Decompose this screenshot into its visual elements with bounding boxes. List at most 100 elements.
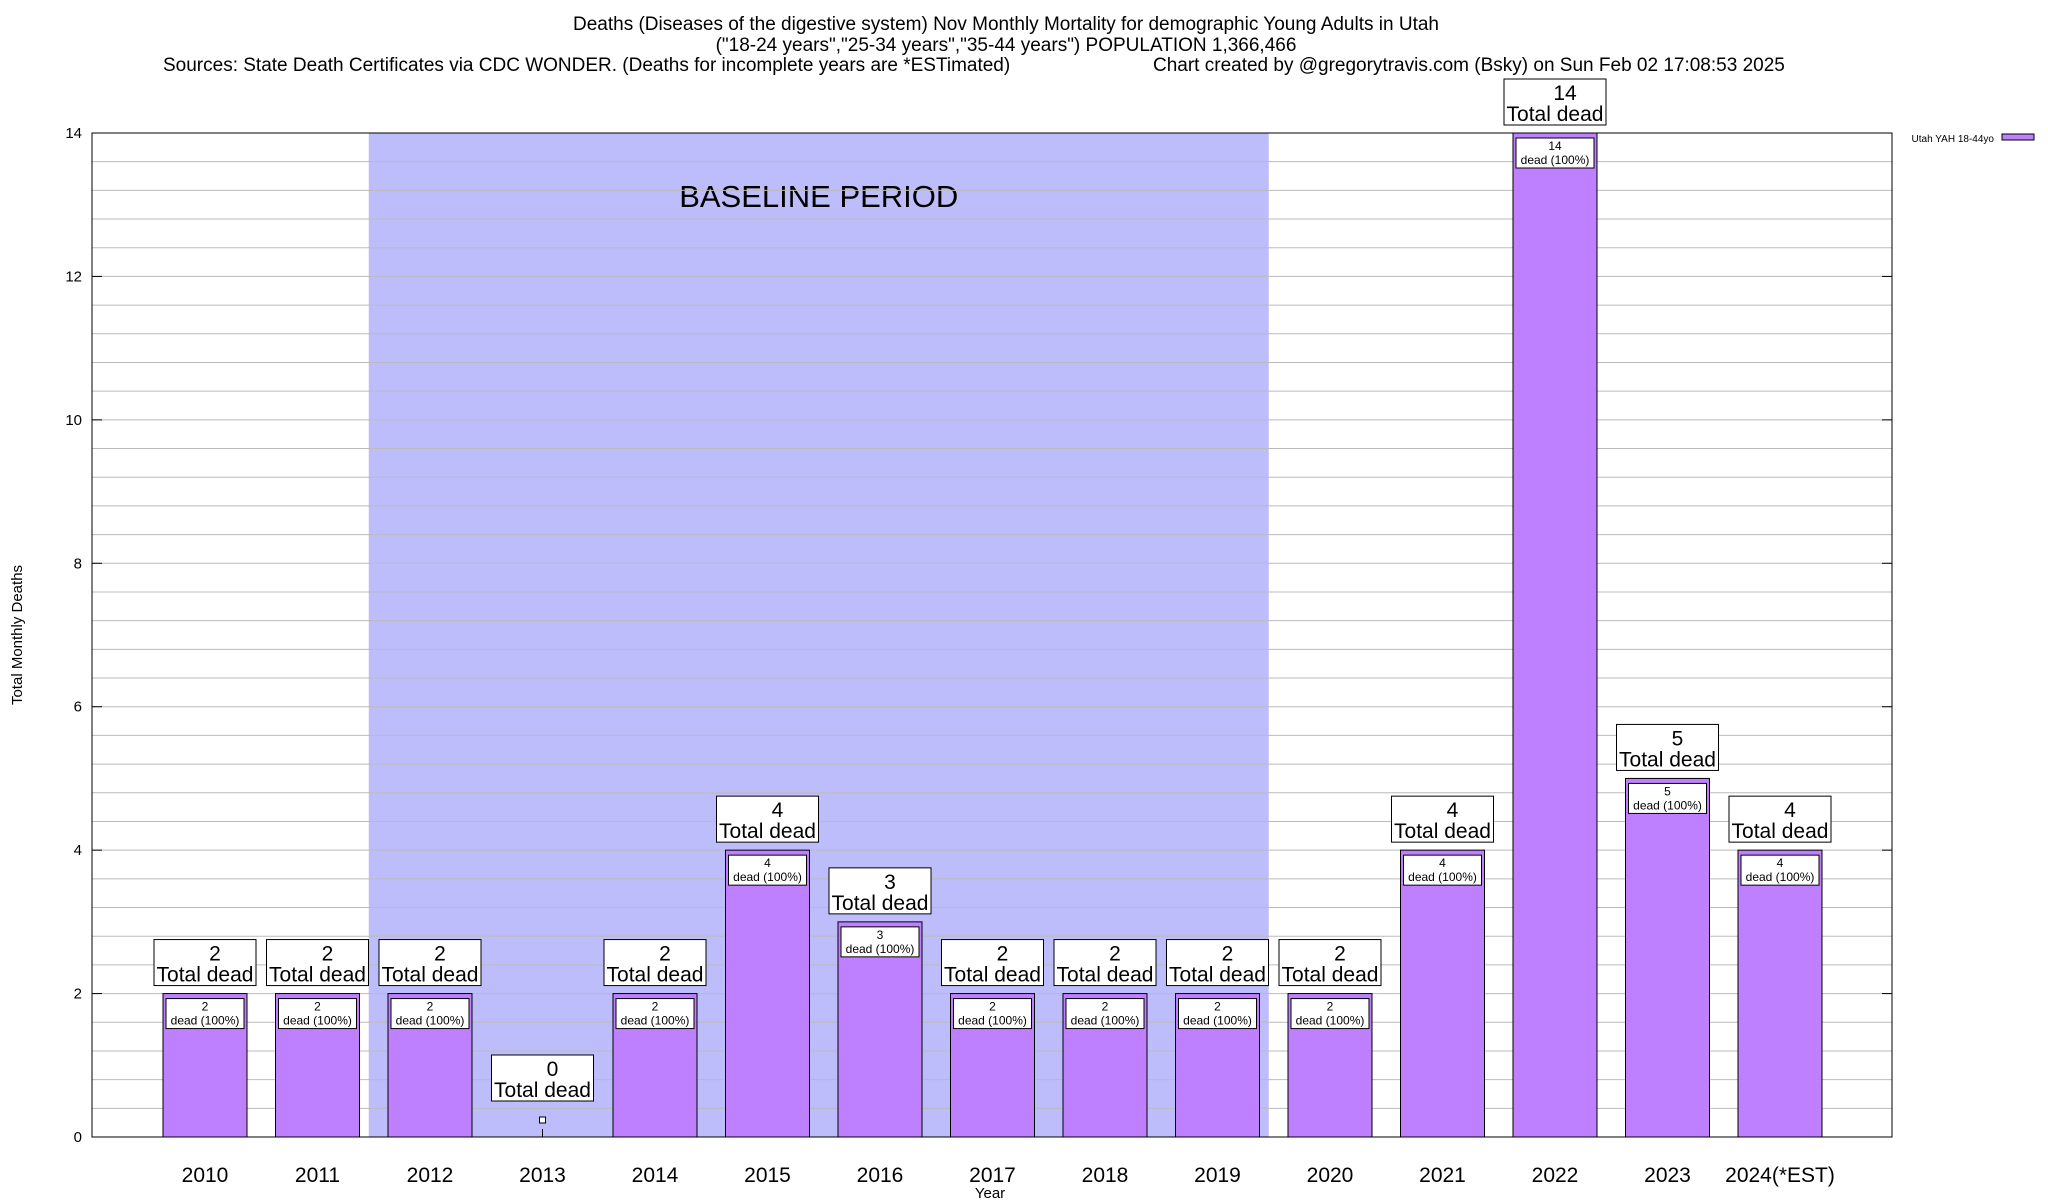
bar-value-label: 2 <box>997 943 1009 966</box>
x-tick-label: 2016 <box>857 1164 904 1187</box>
bar-inner-value: 2 <box>427 1000 434 1014</box>
bar-top-label-box <box>1278 939 1382 987</box>
bar-value-label: 5 <box>1672 727 1684 750</box>
bar-total-label: Total dead <box>1057 964 1154 987</box>
bar-inner-value: 4 <box>1439 856 1446 870</box>
bar-inner-label-box <box>1628 782 1707 814</box>
x-tick-label: 2014 <box>632 1164 679 1187</box>
bar-inner-value: 2 <box>989 1000 996 1014</box>
bar-value-label: 2 <box>1334 943 1346 966</box>
bar-inner-label: dead (100%) <box>846 942 915 956</box>
x-tick-label: 2017 <box>969 1164 1016 1187</box>
x-tick-label: 2023 <box>1644 1164 1691 1187</box>
bar-inner-label-box <box>840 926 920 958</box>
bar-value-label: 2 <box>209 943 221 966</box>
bar-value-label: 2 <box>434 943 446 966</box>
bar-value-label: 2 <box>1222 943 1234 966</box>
x-tick-label: 2013 <box>519 1164 566 1187</box>
bar-inner-label: dead (100%) <box>1408 870 1477 884</box>
bar-inner-label: dead (100%) <box>1746 870 1815 884</box>
bar-inner-label: dead (100%) <box>621 1014 690 1028</box>
bar-top-label-box <box>378 939 482 987</box>
bar-inner-label: dead (100%) <box>1521 153 1590 167</box>
bar-value-label: 0 <box>547 1058 559 1081</box>
bar-top-label-box <box>1391 795 1494 843</box>
bar-top-label-box <box>153 939 257 987</box>
bar-inner-value: 2 <box>314 1000 321 1014</box>
bar-total-label: Total dead <box>1169 964 1266 987</box>
bar-total-label: Total dead <box>269 964 366 987</box>
x-tick-label: 2011 <box>295 1164 340 1187</box>
bar-inner-label-box <box>165 998 245 1030</box>
bar-top-label-box <box>603 939 707 987</box>
bar-inner-value: 2 <box>1102 1000 1109 1014</box>
bar-total-label: Total dead <box>382 964 479 987</box>
x-tick-label: 2019 <box>1194 1164 1241 1187</box>
x-tick-label: 2012 <box>407 1164 454 1187</box>
y-tick-label: 6 <box>74 699 82 716</box>
y-axis-label: Total Monthly Deaths <box>9 565 26 705</box>
bar-inner-label: dead (100%) <box>1633 798 1702 812</box>
bar-value-label: 3 <box>884 871 896 894</box>
bar-value-label: 14 <box>1553 82 1577 105</box>
y-tick-label: 8 <box>74 555 82 572</box>
bar-inner-label-box <box>1290 998 1370 1030</box>
bar-inner-label: dead (100%) <box>1183 1014 1252 1028</box>
bar-inner-label: dead (100%) <box>958 1014 1027 1028</box>
bar-total-label: Total dead <box>607 964 704 987</box>
bar-inner-label: dead (100%) <box>171 1014 240 1028</box>
y-tick-label: 12 <box>65 268 82 285</box>
bar <box>1737 849 1823 1138</box>
bar-inner-label: dead (100%) <box>396 1014 465 1028</box>
y-tick-label: 10 <box>65 412 82 429</box>
bar-inner-value: 5 <box>1664 784 1671 798</box>
bar-inner-label-box <box>1403 854 1482 886</box>
bar-inner-label-box <box>390 998 470 1030</box>
bar-inner-label: dead (100%) <box>1071 1014 1140 1028</box>
chart-title: Deaths (Diseases of the digestive system… <box>573 14 1439 35</box>
bar-inner-label: dead (100%) <box>733 870 802 884</box>
bar <box>1512 132 1598 1138</box>
x-tick-label: 2010 <box>182 1164 229 1187</box>
y-tick-label: 14 <box>65 125 82 142</box>
bar-value-label: 2 <box>659 943 671 966</box>
bar-value-label: 4 <box>1784 799 1796 822</box>
x-tick-label: 2018 <box>1082 1164 1129 1187</box>
bar-top-label-box <box>1503 78 1607 126</box>
chart-credit: Chart created by @gregorytravis.com (Bsk… <box>1153 55 1785 76</box>
bar-inner-label: dead (100%) <box>1296 1014 1365 1028</box>
bar <box>1400 849 1485 1138</box>
chart-subtitle: ("18-24 years","25-34 years","35-44 year… <box>715 35 1297 56</box>
chart-sources: Sources: State Death Certificates via CD… <box>163 55 1011 76</box>
bar-total-label: Total dead <box>1282 964 1379 987</box>
bar-inner-value: 3 <box>877 928 884 942</box>
bar-top-label-box <box>1728 795 1832 843</box>
bar-top-label-box <box>1166 939 1269 987</box>
y-tick-label: 0 <box>74 1129 82 1146</box>
bar-total-label: Total dead <box>832 892 929 915</box>
bar <box>1625 777 1710 1138</box>
bar-inner-value: 4 <box>764 856 771 870</box>
bar-value-label: 2 <box>1109 943 1121 966</box>
bar-top-label-box <box>1616 723 1719 771</box>
bar-total-label: Total dead <box>719 820 816 843</box>
bar-value-label: 2 <box>322 943 334 966</box>
bar-value-label: 4 <box>1447 799 1459 822</box>
bar-inner-value: 2 <box>1327 1000 1334 1014</box>
bar-inner-value: 4 <box>1777 856 1784 870</box>
zero-marker <box>539 1116 546 1124</box>
bar-total-label: Total dead <box>494 1079 591 1102</box>
bar-inner-label-box <box>1515 137 1595 169</box>
bar-top-label-box <box>1053 939 1157 987</box>
bar-inner-label-box <box>615 998 695 1030</box>
x-tick-label: 2021 <box>1419 1164 1466 1187</box>
bar-value-label: 4 <box>772 799 784 822</box>
legend-swatch <box>2001 133 2035 141</box>
bar-top-label-box <box>716 795 819 843</box>
bar-total-label: Total dead <box>1732 820 1829 843</box>
bar-total-label: Total dead <box>1507 103 1604 126</box>
bar-inner-value: 2 <box>202 1000 209 1014</box>
bar-inner-label-box <box>278 998 357 1030</box>
bar-inner-label-box <box>728 854 807 886</box>
